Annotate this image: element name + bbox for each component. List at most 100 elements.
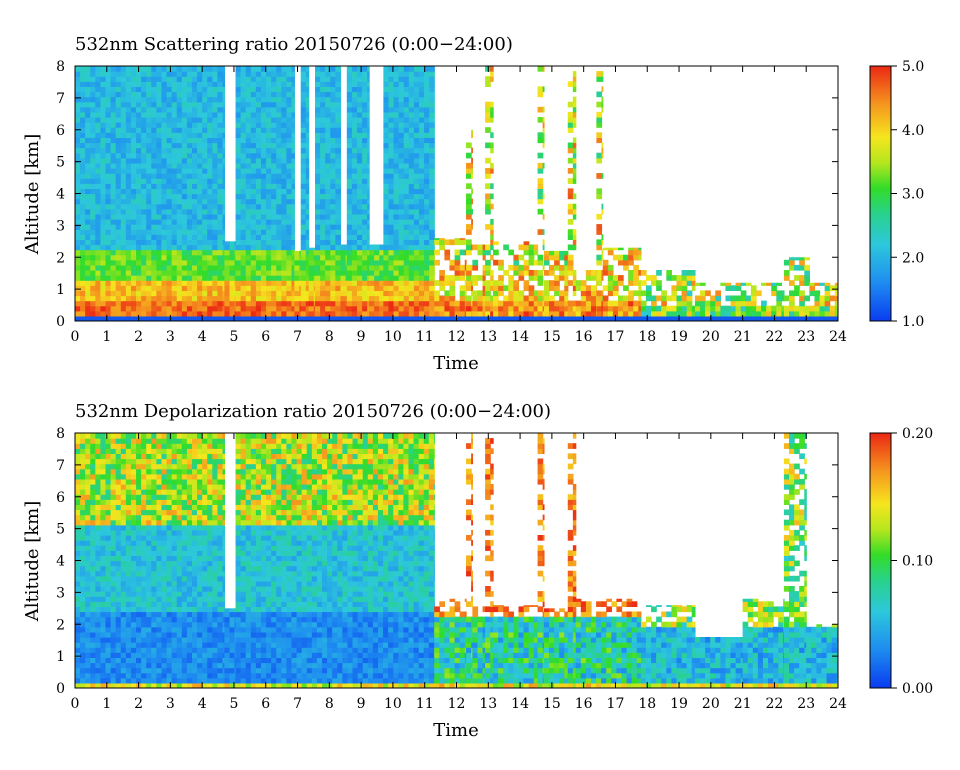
heatmap-cell [260,122,267,128]
heatmap-cell [191,213,198,220]
heatmap-cell [166,66,173,72]
heatmap-cell [325,183,331,189]
heatmap-cell [388,66,395,72]
heatmap-cell [100,280,107,286]
heatmap-cell [235,152,242,159]
heatmap-cell [362,280,368,286]
heatmap-cell [383,183,390,189]
heatmap-cell [439,270,446,276]
heatmap-cell [250,275,257,281]
heatmap-cell [305,219,310,225]
heatmap-cell [320,305,326,312]
heatmap-cell [766,305,772,312]
heatmap-cell [523,244,530,251]
heatmap-cell [125,229,132,235]
heatmap-cell [171,157,178,164]
heatmap-cell [490,280,494,286]
heatmap-cell [725,282,732,286]
heatmap-cell [291,183,295,189]
heatmap-cell [537,137,544,144]
heatmap-cell [418,259,425,266]
heatmap-cell [110,310,117,317]
heatmap-cell [374,254,380,261]
heatmap-cell [291,315,295,321]
heatmap-cell [444,275,451,281]
heatmap-cell [537,198,544,205]
heatmap-cell [413,152,420,159]
heatmap-cell [466,300,472,307]
heatmap-cell [523,315,530,321]
heatmap-cell [125,504,132,511]
heatmap-cell [388,219,395,225]
heatmap-cell [240,106,247,113]
heatmap-cell [130,81,137,87]
heatmap-cell [477,290,484,297]
heatmap-cell [191,254,198,261]
heatmap-cell [799,290,805,297]
heatmap-cell [745,295,752,302]
heatmap-cell [125,580,132,587]
heatmap-cell [105,315,112,321]
heatmap-cell [95,637,102,643]
heatmap-cell [393,127,400,133]
heatmap-cell [490,106,494,113]
heatmap-cell [362,127,368,133]
heatmap-cell [308,249,315,256]
heatmap-cell [161,127,168,133]
heatmap-cell [90,208,96,215]
heatmap-cell [125,626,132,633]
heatmap-cell [271,91,277,98]
heatmap-cell [161,270,168,276]
heatmap-cell [383,234,390,240]
heatmap-cell [260,203,267,210]
heatmap-cell [346,315,353,321]
heatmap-cell [141,132,147,138]
heatmap-cell [424,219,430,225]
heatmap-cell [638,249,642,256]
heatmap-cell [439,238,446,240]
heatmap-cell [340,254,347,261]
heatmap-cell [628,249,634,256]
heatmap-cell [212,86,219,93]
heatmap-cell [315,76,321,82]
heatmap-cell [286,285,293,291]
heatmap-cell [305,101,310,108]
heatmap-cell [266,162,272,169]
heatmap-cell [351,198,358,205]
heatmap-cell [110,91,117,98]
heatmap-cell [255,137,262,144]
heatmap-cell [794,264,800,271]
heatmap-cell [110,208,117,215]
heatmap-cell [523,285,530,291]
heatmap-cell [537,305,544,312]
heatmap-cell [191,285,198,291]
heatmap-cell [325,208,331,215]
heatmap-cell [110,611,117,618]
heatmap-cell [276,259,282,266]
heatmap-cell [105,305,112,312]
heatmap-cell [166,219,173,225]
heatmap-cell [80,188,86,195]
heatmap-cell [151,96,157,103]
heatmap-cell [464,315,467,321]
heatmap-cell [418,244,425,251]
heatmap-cell [105,540,112,546]
heatmap-cell [640,300,647,307]
heatmap-cell [776,290,783,297]
heatmap-cell [245,96,252,103]
heatmap-cell [367,295,370,302]
heatmap-cell [580,290,587,297]
heatmap-cell [286,132,293,138]
heatmap-cell [80,224,86,230]
heatmap-cell [146,229,152,235]
heatmap-cell [834,305,838,312]
heatmap-cell [291,285,295,291]
heatmap-cell [141,96,147,103]
heatmap-cell [383,117,390,123]
heatmap-cell [454,300,461,307]
heatmap-cell [356,117,363,123]
heatmap-cell [141,259,147,266]
heatmap-cell [146,239,152,246]
heatmap-cell [90,203,96,210]
heatmap-cell [115,682,122,688]
